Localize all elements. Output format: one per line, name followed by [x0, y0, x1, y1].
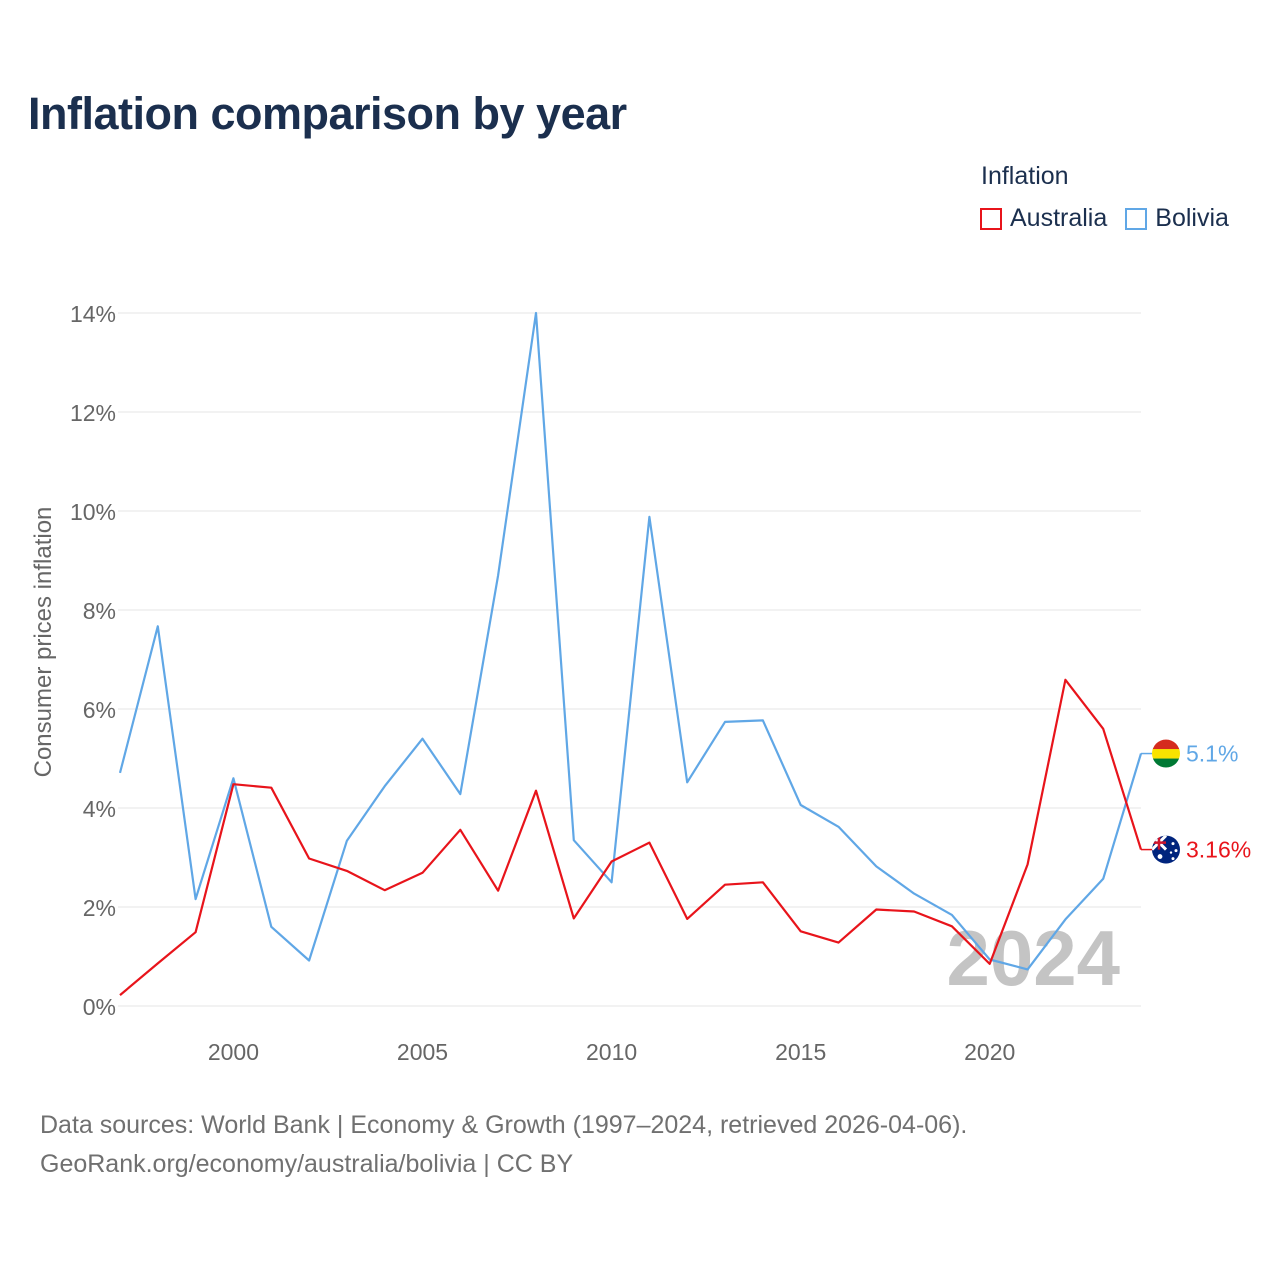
y-tick-label: 8%: [83, 598, 116, 624]
end-label-bolivia: 5.1%: [1186, 741, 1238, 767]
legend-item-australia[interactable]: Australia: [980, 204, 1107, 233]
year-watermark: 2024: [946, 914, 1120, 1002]
legend-label-bolivia: Bolivia: [1155, 204, 1229, 232]
flag-stripe-yellow: [1152, 749, 1180, 759]
x-tick-label: 2015: [775, 1039, 826, 1065]
legend-swatch-bolivia: [1125, 207, 1148, 230]
footer: Data sources: World Bank | Economy & Gro…: [40, 1106, 967, 1184]
chart-title: Inflation comparison by year: [28, 88, 627, 139]
y-tick-label: 4%: [83, 796, 116, 822]
flag-stripe-red: [1152, 739, 1180, 750]
footer-sources: Data sources: World Bank | Economy & Gro…: [40, 1111, 968, 1139]
australia-flag-icon: [1152, 835, 1180, 864]
series-line-australia: [119, 678, 1143, 996]
legend: Australia Bolivia: [980, 204, 1229, 233]
footer-link: GeoRank.org/economy/australia/bolivia | …: [40, 1150, 574, 1178]
y-tick-label: 12%: [70, 400, 116, 426]
y-tick-label: 14%: [70, 301, 116, 327]
y-tick-label: 6%: [83, 697, 116, 723]
flag-star: [1169, 851, 1173, 854]
flag-star: [1157, 854, 1163, 859]
legend-title: Inflation: [981, 162, 1069, 190]
y-tick-label: 2%: [83, 895, 116, 921]
flag-body: [1152, 835, 1180, 864]
flag-star: [1171, 842, 1175, 846]
flag-star: [1171, 857, 1175, 861]
legend-item-bolivia[interactable]: Bolivia: [1125, 204, 1229, 233]
legend-label-australia: Australia: [1010, 204, 1108, 232]
x-tick-label: 2010: [586, 1039, 637, 1065]
x-tick-label: 2000: [208, 1039, 259, 1065]
bolivia-flag-icon: [1152, 739, 1180, 768]
flag-star: [1174, 849, 1178, 853]
legend-swatch-australia: [980, 207, 1002, 230]
series-line-bolivia: [118, 311, 1143, 971]
y-tick-label: 10%: [70, 499, 116, 525]
flag-stripe-green: [1152, 758, 1180, 768]
x-tick-label: 2020: [964, 1039, 1015, 1065]
y-tick-label: 0%: [83, 994, 116, 1020]
y-axis-label: Consumer prices inflation: [30, 507, 57, 778]
x-tick-label: 2005: [397, 1039, 448, 1065]
end-label-australia: 3.16%: [1186, 837, 1251, 863]
flag-body: [1152, 739, 1180, 768]
